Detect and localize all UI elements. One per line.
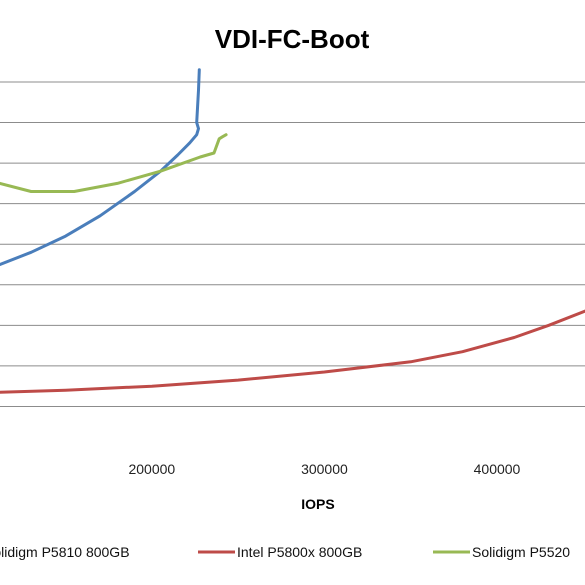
series-line-2 — [0, 133, 228, 193]
x-tick-labels: 200000 300000 400000 — [128, 461, 520, 477]
x-axis-label: IOPS — [301, 496, 334, 512]
x-tick-label-0: 200000 — [128, 461, 175, 477]
series-line-1 — [0, 309, 585, 394]
chart-title: VDI-FC-Boot — [215, 24, 370, 54]
x-tick-label-2: 400000 — [474, 461, 521, 477]
legend: Solidigm P5810 800GB Intel P5800x 800GB So… — [0, 544, 570, 560]
x-tick-label-1: 300000 — [301, 461, 348, 477]
legend-label-2: Solidigm P5520 — [472, 544, 570, 560]
legend-label-1: Intel P5800x 800GB — [237, 544, 362, 560]
series-line-0 — [0, 68, 201, 266]
legend-label-0: Solidigm P5810 800GB — [0, 544, 130, 560]
series-lines — [0, 68, 585, 394]
gridlines — [0, 81, 585, 407]
